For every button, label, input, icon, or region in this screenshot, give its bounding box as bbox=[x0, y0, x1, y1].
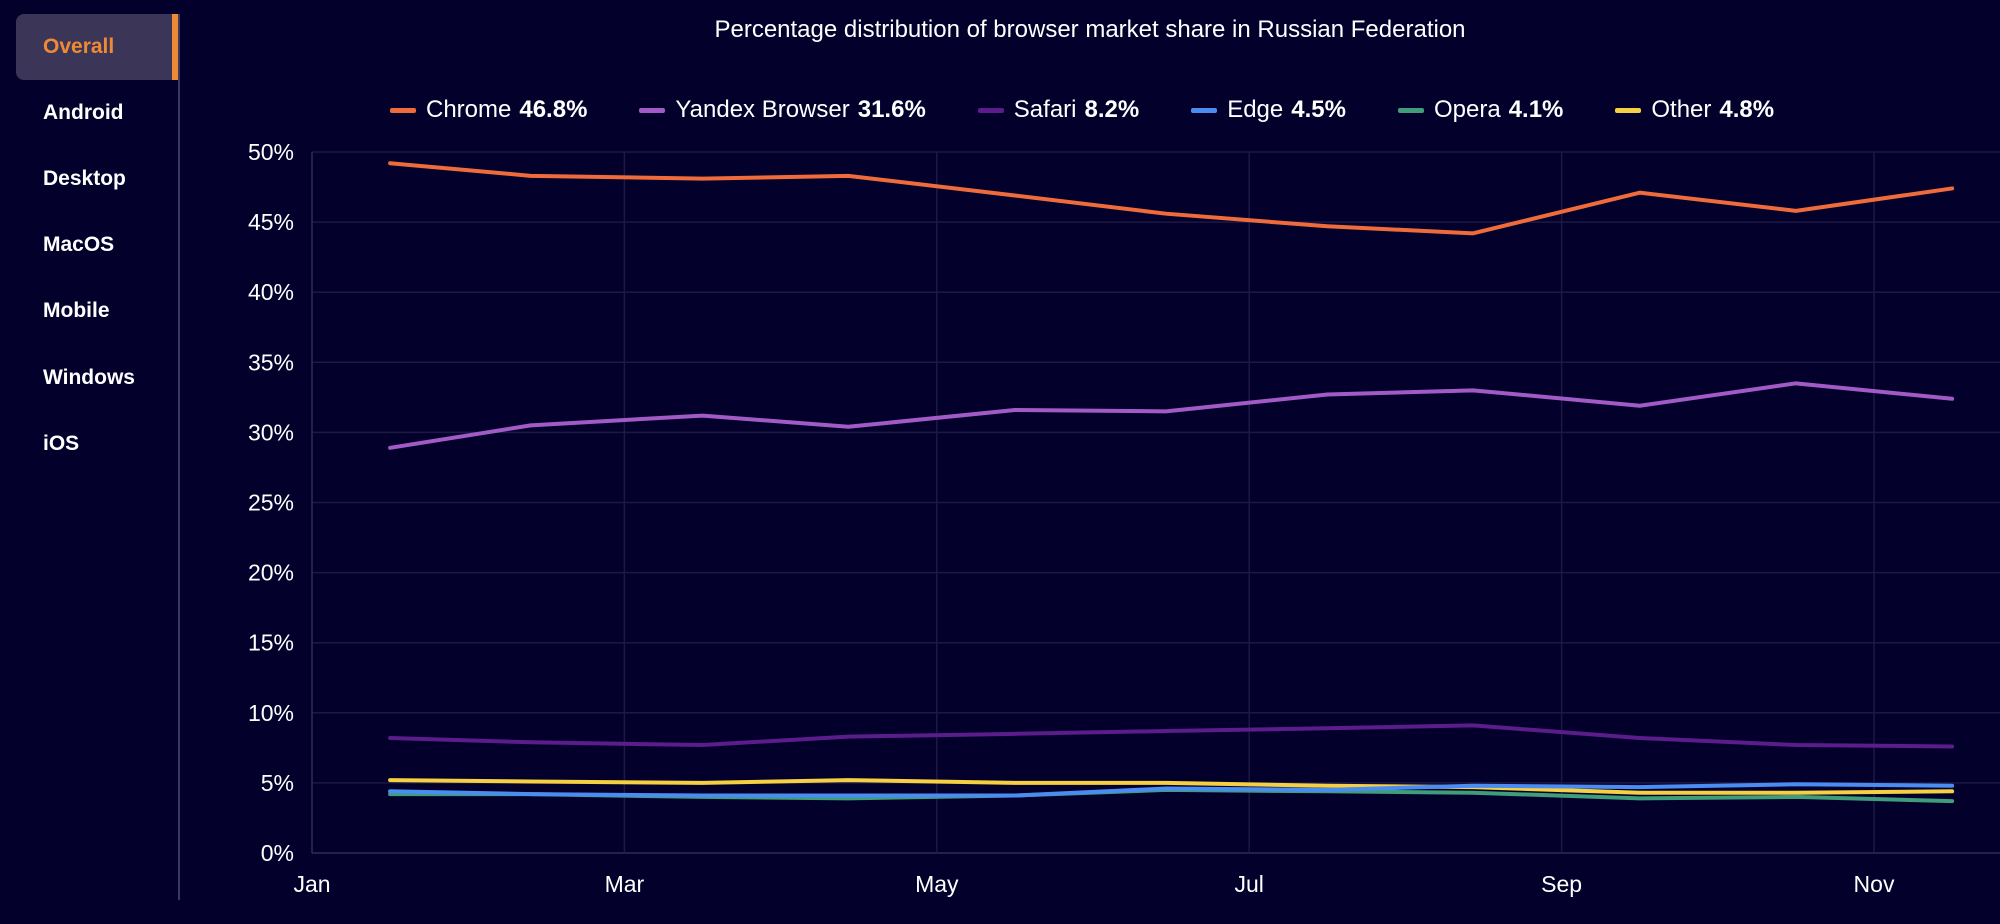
sidebar-item-desktop[interactable]: Desktop bbox=[43, 167, 126, 190]
series-line-other bbox=[388, 778, 1955, 795]
sidebar-item-windows[interactable]: Windows bbox=[43, 366, 135, 389]
sidebar-item-ios[interactable]: iOS bbox=[43, 432, 80, 455]
series-line-safari bbox=[388, 723, 1955, 749]
y-tick-label: 40% bbox=[248, 279, 294, 305]
y-tick-label: 15% bbox=[248, 630, 294, 656]
sidebar-item-android[interactable]: Android bbox=[43, 101, 124, 124]
series-line-yandex-browser bbox=[388, 381, 1955, 450]
sidebar: Overall Android Desktop MacOS Mobile Windows i… bbox=[0, 0, 180, 924]
legend-share: 46.8% bbox=[519, 96, 588, 123]
legend-share: 4.8% bbox=[1719, 96, 1775, 123]
y-tick-label: 10% bbox=[248, 700, 294, 726]
legend-label: Opera bbox=[1433, 96, 1501, 123]
legend: Chrome 46.8% Yandex Browser 31.6% Safari 8.2%… bbox=[390, 96, 1826, 124]
sidebar-item-overall[interactable]: Overall bbox=[16, 14, 179, 80]
x-tick-label: Jul bbox=[1234, 871, 1263, 897]
y-tick-label: 45% bbox=[248, 209, 294, 235]
series-line-edge bbox=[388, 782, 1955, 798]
y-tick-label: 0% bbox=[261, 840, 294, 866]
legend-swatch bbox=[639, 107, 666, 113]
legend-swatch bbox=[1615, 107, 1642, 113]
sidebar-divider bbox=[178, 14, 180, 900]
legend-item-opera[interactable]: Opera 4.1% bbox=[1397, 96, 1564, 124]
chart-title: Percentage distribution of browser marke… bbox=[714, 16, 1466, 43]
legend-swatch bbox=[390, 107, 416, 113]
legend-swatch bbox=[977, 107, 1004, 113]
legend-item-safari[interactable]: Safari 8.2% bbox=[977, 96, 1140, 124]
x-tick-label: May bbox=[915, 871, 959, 897]
legend-share: 4.5% bbox=[1291, 96, 1346, 123]
legend-label: Yandex Browser bbox=[675, 96, 850, 123]
y-tick-label: 30% bbox=[248, 419, 294, 445]
legend-label: Safari bbox=[1013, 96, 1077, 123]
legend-share: 8.2% bbox=[1084, 96, 1140, 123]
legend-label: Other bbox=[1651, 96, 1712, 123]
y-tick-label: 5% bbox=[261, 770, 294, 796]
x-tick-label: Sep bbox=[1541, 871, 1582, 897]
legend-label: Edge bbox=[1227, 96, 1284, 123]
legend-item-chrome[interactable]: Chrome 46.8% bbox=[390, 96, 587, 124]
x-tick-label: Jan bbox=[293, 871, 330, 897]
legend-label: Chrome bbox=[426, 96, 512, 123]
series-line-chrome bbox=[388, 161, 1955, 236]
y-tick-label: 25% bbox=[248, 490, 294, 516]
sidebar-item-mobile[interactable]: Mobile bbox=[43, 299, 110, 322]
legend-swatch bbox=[1397, 107, 1424, 113]
legend-item-other[interactable]: Other 4.8% bbox=[1615, 96, 1774, 124]
y-tick-label: 20% bbox=[248, 560, 294, 586]
sidebar-item-macos[interactable]: MacOS bbox=[43, 233, 115, 256]
legend-item-yandex-browser[interactable]: Yandex Browser 31.6% bbox=[639, 96, 926, 124]
legend-share: 4.1% bbox=[1508, 96, 1564, 123]
x-tick-label: Nov bbox=[1854, 871, 1895, 897]
legend-share: 31.6% bbox=[857, 96, 926, 123]
x-tick-label: Mar bbox=[605, 871, 645, 897]
y-tick-label: 35% bbox=[248, 349, 294, 375]
legend-item-edge[interactable]: Edge 4.5% bbox=[1191, 96, 1346, 124]
y-tick-label: 50% bbox=[248, 139, 294, 165]
legend-swatch bbox=[1191, 107, 1218, 113]
